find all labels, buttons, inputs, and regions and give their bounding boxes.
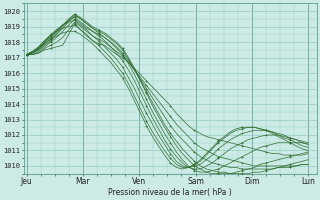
X-axis label: Pression niveau de la mer( hPa ): Pression niveau de la mer( hPa )	[108, 188, 232, 197]
